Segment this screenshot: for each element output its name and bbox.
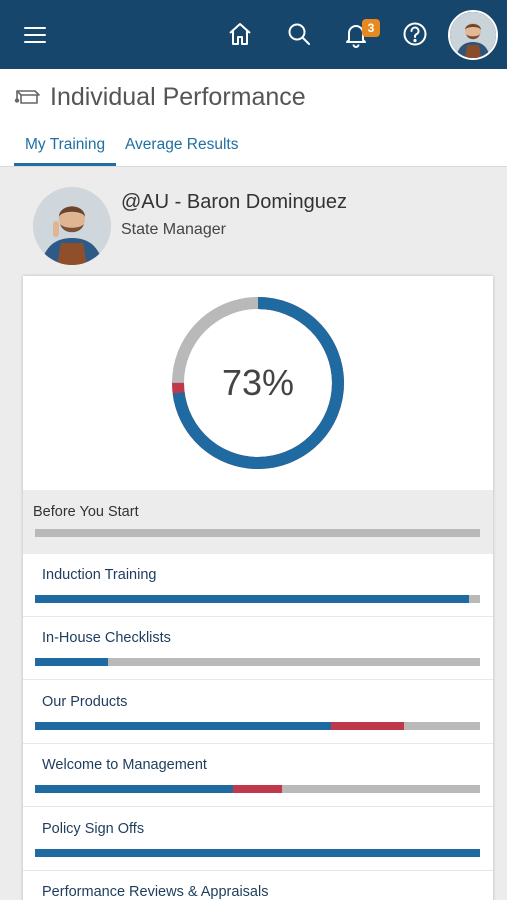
profile-role: State Manager xyxy=(121,221,226,238)
section-progress-bar xyxy=(35,849,480,857)
training-progress-card: 73% Before You Start Induction Training … xyxy=(23,276,493,900)
overall-percent-label: 73% xyxy=(221,362,295,403)
section-progress-bar xyxy=(35,722,480,730)
hamburger-menu-icon[interactable] xyxy=(22,22,48,48)
section-welcome-to-management[interactable]: Welcome to Management xyxy=(23,744,493,807)
section-progress-bar xyxy=(35,785,480,793)
overall-progress-donut: 73% xyxy=(23,276,493,490)
progress-failed-segment xyxy=(233,785,282,793)
section-label: Policy Sign Offs xyxy=(42,821,145,837)
section-progress-bar xyxy=(35,595,480,603)
section-policy-sign-offs[interactable]: Policy Sign Offs xyxy=(23,808,493,871)
section-label: Our Products xyxy=(42,694,128,710)
section-label: Welcome to Management xyxy=(42,757,207,773)
profile-avatar xyxy=(33,187,111,265)
top-app-bar: 3 xyxy=(0,0,507,69)
help-icon[interactable] xyxy=(401,20,429,48)
progress-complete-segment xyxy=(35,722,331,730)
section-label: Induction Training xyxy=(42,567,157,583)
progress-complete-segment xyxy=(35,595,469,603)
tab-average-results[interactable]: Average Results xyxy=(125,136,239,153)
section-in-house-checklists[interactable]: In-House Checklists xyxy=(23,617,493,680)
donut-complete-arc xyxy=(172,297,344,469)
active-tab-indicator xyxy=(14,163,116,166)
section-progress-bar xyxy=(35,529,480,537)
progress-complete-segment xyxy=(35,849,480,857)
section-performance-reviews[interactable]: Performance Reviews & Appraisals xyxy=(23,871,493,900)
progress-failed-segment xyxy=(330,722,405,730)
section-progress-bar xyxy=(35,658,480,666)
section-our-products[interactable]: Our Products xyxy=(23,681,493,744)
section-induction-training[interactable]: Induction Training xyxy=(23,554,493,617)
bell-icon[interactable] xyxy=(342,21,370,49)
page-header: Individual Performance My Training Avera… xyxy=(0,69,507,167)
search-icon[interactable] xyxy=(285,20,313,48)
user-avatar[interactable] xyxy=(448,10,498,60)
graduation-cap-icon xyxy=(13,86,41,113)
tab-my-training[interactable]: My Training xyxy=(25,136,106,153)
section-label: Before You Start xyxy=(33,504,139,520)
section-label: In-House Checklists xyxy=(42,630,171,646)
progress-complete-segment xyxy=(35,785,234,793)
page-title: Individual Performance xyxy=(50,83,306,111)
notification-count-badge: 3 xyxy=(362,19,380,37)
section-before-you-start[interactable]: Before You Start xyxy=(23,490,493,554)
progress-complete-segment xyxy=(35,658,109,666)
profile-name: @AU - Baron Dominguez xyxy=(121,191,347,213)
section-label: Performance Reviews & Appraisals xyxy=(42,884,269,900)
home-icon[interactable] xyxy=(226,20,254,48)
